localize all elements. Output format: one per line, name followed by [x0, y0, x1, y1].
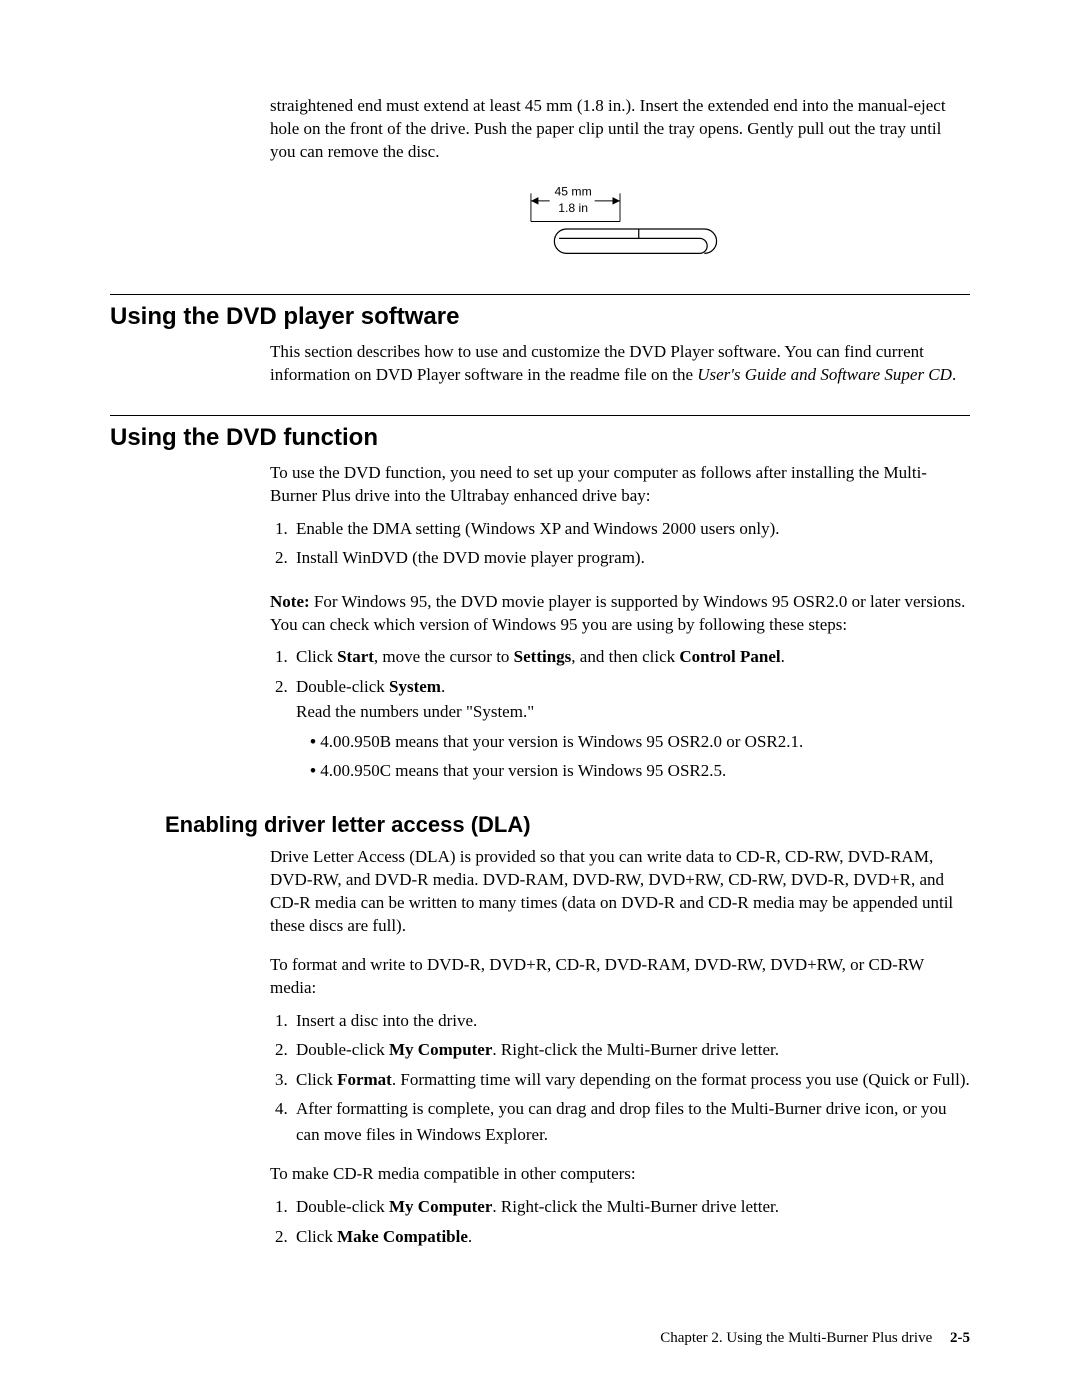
- section1-title: Using the DVD player software: [110, 303, 970, 331]
- note-label: Note:: [270, 592, 310, 611]
- section1-text-italic: User's Guide and Software Super CD: [697, 365, 952, 384]
- footer-page: 2-5: [950, 1330, 970, 1346]
- footer-chapter: Chapter 2. Using the Multi-Burner Plus d…: [660, 1330, 932, 1346]
- note-steps: Click Start, move the cursor to Settings…: [292, 644, 970, 784]
- intro-paragraph: straightened end must extend at least 45…: [270, 95, 970, 164]
- note-block: Note: For Windows 95, the DVD movie play…: [270, 591, 970, 784]
- section3-p2: To format and write to DVD-R, DVD+R, CD-…: [270, 954, 970, 1000]
- note-bullets: 4.00.950B means that your version is Win…: [306, 729, 970, 784]
- diagram-label-in: 1.8 in: [558, 201, 588, 215]
- section3-p1: Drive Letter Access (DLA) is provided so…: [270, 846, 970, 938]
- bullet-item: 4.00.950B means that your version is Win…: [306, 729, 970, 755]
- page-footer: Chapter 2. Using the Multi-Burner Plus d…: [660, 1330, 970, 1347]
- step-item: Click Format. Formatting time will vary …: [292, 1067, 970, 1093]
- list-item: Install WinDVD (the DVD movie player pro…: [292, 545, 970, 571]
- diagram-label-mm: 45 mm: [555, 184, 592, 198]
- step-item: Click Make Compatible.: [292, 1224, 970, 1250]
- section3-title: Enabling driver letter access (DLA): [165, 812, 970, 838]
- intro-text: straightened end must extend at least 45…: [270, 96, 946, 161]
- paperclip-diagram: 45 mm 1.8 in: [270, 184, 970, 259]
- section1-text-post: .: [952, 365, 956, 384]
- note-step-1: Click Start, move the cursor to Settings…: [292, 644, 970, 670]
- list-item: Enable the DMA setting (Windows XP and W…: [292, 516, 970, 542]
- section2-list: Enable the DMA setting (Windows XP and W…: [292, 516, 970, 571]
- section1-body: This section describes how to use and cu…: [270, 341, 970, 387]
- note-text: For Windows 95, the DVD movie player is …: [270, 592, 965, 634]
- step-item: Double-click My Computer. Right-click th…: [292, 1037, 970, 1063]
- section2-intro: To use the DVD function, you need to set…: [270, 462, 970, 508]
- note-step-2-line2: Read the numbers under "System.": [296, 699, 970, 725]
- bullet-item: 4.00.950C means that your version is Win…: [306, 758, 970, 784]
- section-divider: [110, 294, 970, 295]
- section3-steps: Insert a disc into the drive. Double-cli…: [292, 1008, 970, 1148]
- section3-p3: To make CD-R media compatible in other c…: [270, 1163, 970, 1186]
- paperclip-svg: 45 mm 1.8 in: [515, 184, 725, 259]
- section3-steps2: Double-click My Computer. Right-click th…: [292, 1194, 970, 1249]
- section2-title: Using the DVD function: [110, 424, 970, 452]
- step-item: Insert a disc into the drive.: [292, 1008, 970, 1034]
- section-divider: [110, 415, 970, 416]
- note-step-2: Double-click System. Read the numbers un…: [292, 674, 970, 784]
- section3-body: Drive Letter Access (DLA) is provided so…: [270, 846, 970, 1249]
- section2-body: To use the DVD function, you need to set…: [270, 462, 970, 784]
- step-item: Double-click My Computer. Right-click th…: [292, 1194, 970, 1220]
- step-item: After formatting is complete, you can dr…: [292, 1096, 970, 1147]
